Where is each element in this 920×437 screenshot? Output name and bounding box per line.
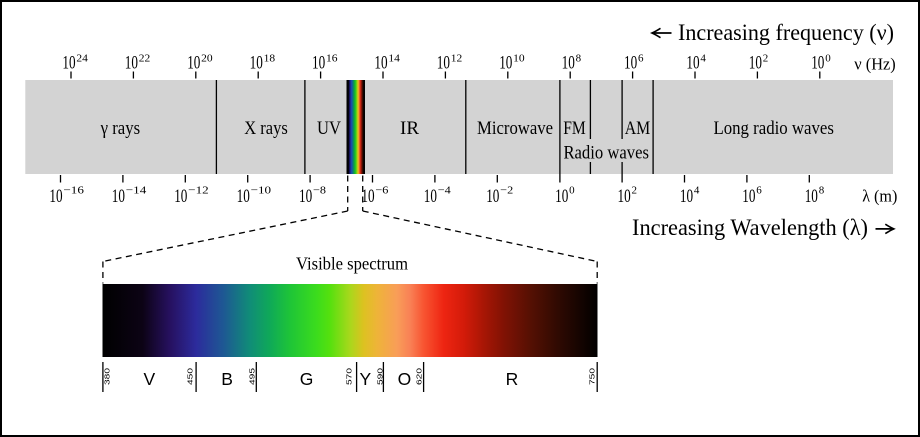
- svg-text:495: 495: [247, 368, 256, 385]
- svg-text:16: 16: [326, 52, 338, 64]
- svg-text:10: 10: [424, 186, 437, 207]
- svg-text:2: 2: [632, 185, 638, 197]
- svg-text:10: 10: [749, 53, 762, 74]
- svg-text:450: 450: [185, 368, 194, 385]
- svg-text:10: 10: [374, 53, 387, 74]
- svg-text:10: 10: [486, 186, 499, 207]
- svg-text:Microwave: Microwave: [477, 118, 553, 139]
- svg-text:570: 570: [344, 368, 353, 385]
- svg-text:12: 12: [451, 52, 463, 64]
- svg-text:6: 6: [638, 52, 644, 64]
- svg-text:10: 10: [437, 53, 450, 74]
- svg-text:6: 6: [756, 185, 762, 197]
- svg-text:750: 750: [587, 368, 596, 385]
- svg-text:8: 8: [576, 52, 582, 64]
- svg-text:0: 0: [569, 185, 575, 197]
- svg-text:10: 10: [805, 186, 818, 207]
- svg-text:Increasing frequency (ν): Increasing frequency (ν): [678, 20, 894, 46]
- svg-text:14: 14: [388, 52, 400, 64]
- svg-text:590: 590: [375, 368, 384, 385]
- svg-text:ν (Hz): ν (Hz): [854, 54, 895, 73]
- svg-text:Long radio waves: Long radio waves: [713, 118, 834, 139]
- svg-text:10: 10: [618, 186, 631, 207]
- svg-text:Increasing Wavelength (λ): Increasing Wavelength (λ): [632, 215, 868, 241]
- svg-text:10: 10: [742, 186, 755, 207]
- svg-text:10: 10: [112, 186, 125, 207]
- svg-text:O: O: [398, 369, 412, 389]
- svg-text:8: 8: [819, 185, 825, 197]
- svg-text:λ (m): λ (m): [862, 186, 897, 205]
- svg-text:10: 10: [312, 53, 325, 74]
- svg-text:380: 380: [102, 368, 111, 385]
- svg-text:Visible spectrum: Visible spectrum: [296, 254, 408, 274]
- svg-text:0: 0: [825, 52, 831, 64]
- svg-text:24: 24: [76, 52, 88, 64]
- svg-text:10: 10: [174, 186, 187, 207]
- svg-text:4: 4: [694, 185, 700, 197]
- svg-text:20: 20: [201, 52, 213, 64]
- svg-text:10: 10: [513, 52, 525, 64]
- svg-text:10: 10: [562, 53, 575, 74]
- svg-text:−16: −16: [63, 185, 84, 197]
- svg-text:10: 10: [250, 53, 263, 74]
- svg-text:10: 10: [62, 53, 75, 74]
- svg-text:X rays: X rays: [244, 118, 288, 139]
- svg-text:−10: −10: [251, 185, 272, 197]
- svg-text:IR: IR: [400, 118, 419, 139]
- svg-text:10: 10: [125, 53, 138, 74]
- svg-text:UV: UV: [317, 118, 341, 139]
- svg-text:−2: −2: [500, 185, 513, 197]
- svg-text:18: 18: [264, 52, 276, 64]
- svg-text:2: 2: [763, 52, 769, 64]
- svg-text:−12: −12: [188, 185, 209, 197]
- svg-text:10: 10: [237, 186, 250, 207]
- svg-text:10: 10: [499, 53, 512, 74]
- svg-text:22: 22: [139, 52, 151, 64]
- svg-text:Y: Y: [359, 369, 371, 389]
- svg-text:AM: AM: [625, 118, 651, 139]
- svg-text:−8: −8: [313, 185, 327, 197]
- svg-text:10: 10: [624, 53, 637, 74]
- svg-text:10: 10: [49, 186, 62, 207]
- svg-text:γ rays: γ rays: [100, 118, 140, 139]
- svg-text:Radio waves: Radio waves: [563, 143, 649, 164]
- svg-text:10: 10: [686, 53, 699, 74]
- svg-text:V: V: [144, 369, 156, 389]
- svg-text:10: 10: [299, 186, 312, 207]
- svg-text:−14: −14: [126, 185, 147, 197]
- svg-text:B: B: [221, 369, 233, 389]
- svg-text:10: 10: [811, 53, 824, 74]
- svg-text:FM: FM: [563, 118, 586, 139]
- svg-text:−4: −4: [438, 185, 452, 197]
- svg-text:4: 4: [700, 52, 706, 64]
- svg-text:10: 10: [555, 186, 568, 207]
- svg-text:10: 10: [361, 186, 374, 207]
- svg-text:620: 620: [415, 368, 424, 385]
- svg-text:10: 10: [680, 186, 693, 207]
- svg-text:10: 10: [187, 53, 200, 74]
- svg-text:R: R: [506, 369, 519, 389]
- svg-text:G: G: [300, 369, 314, 389]
- svg-text:−6: −6: [375, 185, 389, 197]
